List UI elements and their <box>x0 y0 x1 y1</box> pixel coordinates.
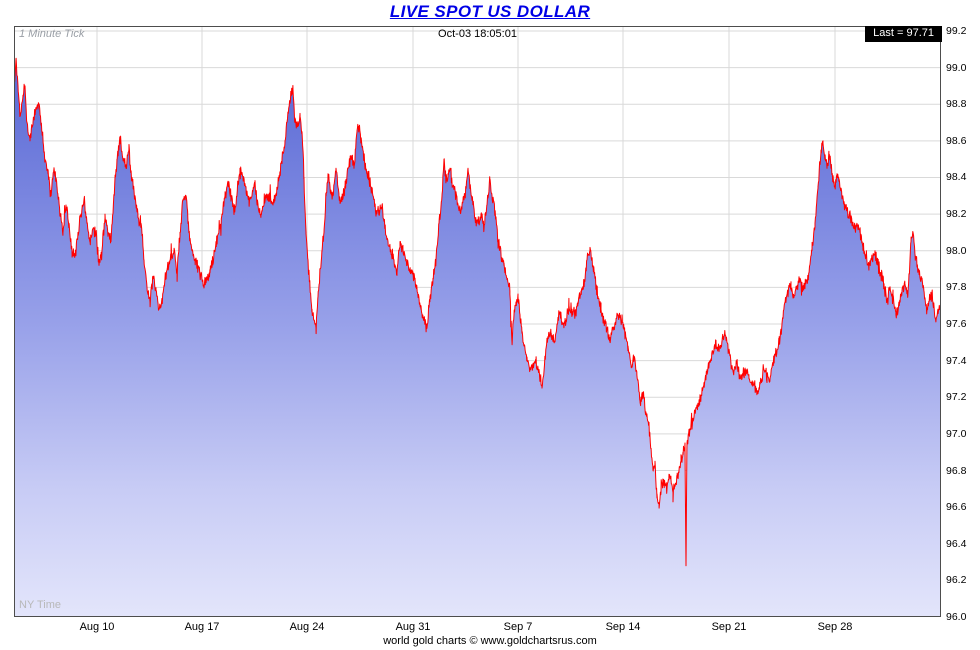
x-tick-label: Sep 7 <box>503 621 533 633</box>
y-tick-label: 96.6 <box>946 501 967 513</box>
x-tick-label: Aug 31 <box>395 621 431 633</box>
y-tick-label: 96.4 <box>946 538 967 550</box>
x-tick-label: Aug 24 <box>289 621 325 633</box>
y-tick-label: 96.8 <box>946 465 967 477</box>
y-tick-label: 99.0 <box>946 62 967 74</box>
last-price-badge: Last = 97.71 <box>865 26 942 42</box>
x-tick-label: Aug 10 <box>79 621 115 633</box>
y-tick-label: 97.2 <box>946 391 967 403</box>
credit-line: world gold charts © www.goldchartsrus.co… <box>383 635 597 647</box>
y-tick-label: 98.2 <box>946 208 967 220</box>
price-area-chart <box>14 26 941 617</box>
x-tick-label: Sep 28 <box>817 621 853 633</box>
y-tick-label: 98.6 <box>946 135 967 147</box>
chart-plot-area <box>14 26 941 617</box>
y-tick-label: 96.2 <box>946 574 967 586</box>
y-tick-label: 98.4 <box>946 171 967 183</box>
y-tick-label: 96.0 <box>946 611 967 623</box>
tick-interval-label: 1 Minute Tick <box>19 28 85 40</box>
x-tick-label: Sep 21 <box>711 621 747 633</box>
y-tick-label: 97.6 <box>946 318 967 330</box>
y-tick-label: 97.0 <box>946 428 967 440</box>
timezone-label: NY Time <box>19 599 61 611</box>
x-tick-label: Sep 14 <box>605 621 641 633</box>
y-tick-label: 98.8 <box>946 98 967 110</box>
y-tick-label: 97.4 <box>946 355 967 367</box>
chart-timestamp: Oct-03 18:05:01 <box>438 28 517 40</box>
x-tick-label: Aug 17 <box>184 621 220 633</box>
y-tick-label: 97.8 <box>946 281 967 293</box>
page-title: LIVE SPOT US DOLLAR <box>389 2 591 21</box>
y-tick-label: 99.2 <box>946 25 967 37</box>
y-tick-label: 98.0 <box>946 245 967 257</box>
